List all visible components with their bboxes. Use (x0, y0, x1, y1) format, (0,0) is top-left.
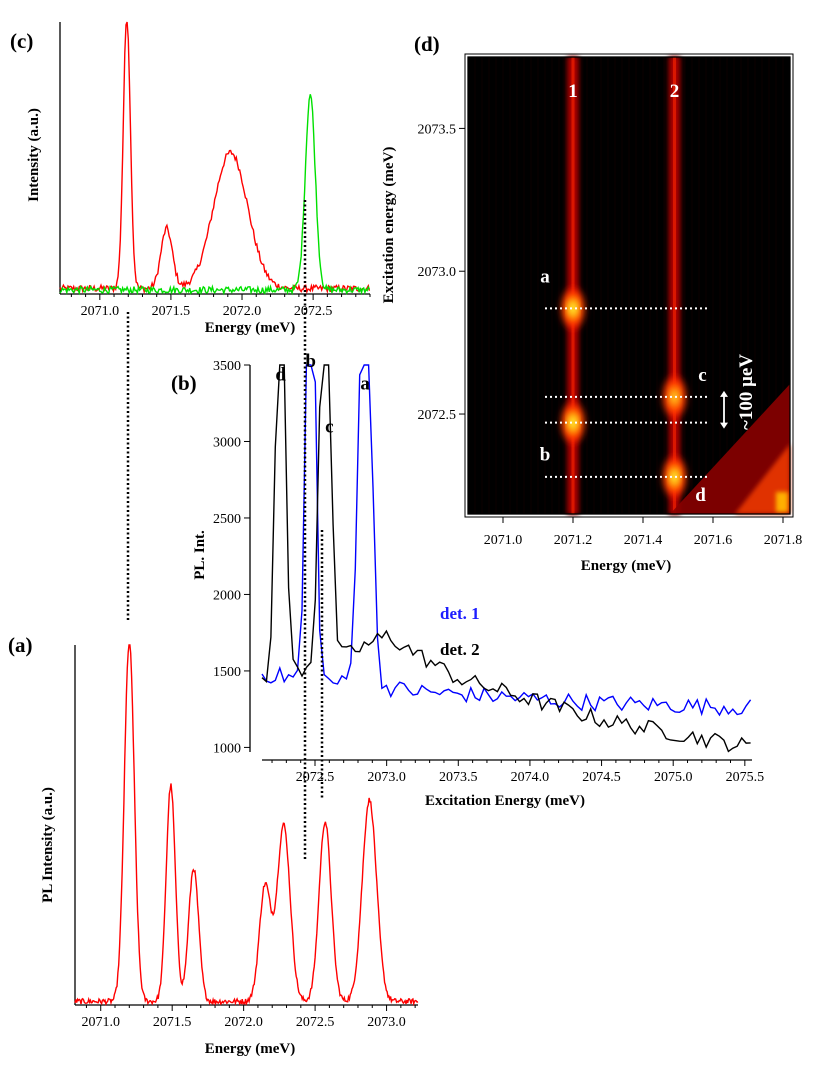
panel-d-outer-frame (464, 53, 794, 518)
panel-c-xtick-label: 2071.5 (152, 304, 191, 319)
panel-b-xlabel: Excitation Energy (meV) (425, 793, 585, 809)
panel-b-peak-label-d: d (275, 365, 286, 386)
panel-d-hotspot-d-core (670, 469, 679, 484)
panel-b-ytick-label: 1500 (213, 665, 241, 680)
panel-d-xtick-label: 2071.2 (554, 533, 593, 548)
legend-det1: det. 1 (440, 604, 480, 623)
panel-b-xtick-label: 2073.0 (367, 770, 406, 785)
panel-d-arrow-head-up (720, 390, 728, 397)
panel-c-xtick-label: 2071.0 (81, 304, 120, 319)
panel-b-xtick-label: 2074.0 (511, 770, 550, 785)
guide-lines (126, 200, 324, 860)
panel-a-xtick-label: 2072.0 (224, 1015, 263, 1030)
panel-b-xtick-label: 2072.5 (296, 770, 335, 785)
panel-d-hotspot-c-core (670, 389, 679, 404)
panel-b-xtick-label: 2074.5 (582, 770, 621, 785)
legend-det2: det. 2 (440, 640, 480, 659)
panel-c-xtick-label: 2072.5 (294, 304, 333, 319)
panel-d-annotation: ~100 μeV (736, 354, 757, 430)
panel-c-series-0-line (59, 21, 371, 295)
panel-b-letter: (b) (171, 371, 197, 395)
panel-a-xtick-label: 2071.0 (81, 1015, 120, 1030)
panel-d-ytick-label: 2072.5 (418, 408, 457, 423)
panel-b-ytick-label: 3500 (213, 359, 241, 374)
panel-d-ytick-label: 2073.5 (418, 122, 457, 137)
panel-d-hotspot-label-a: a (540, 266, 550, 287)
panel-d-hotspot-label-d: d (695, 485, 706, 506)
panel-a-ylabel: PL Intensity (a.u.) (40, 787, 56, 903)
panel-b-xtick-label: 2073.5 (439, 770, 478, 785)
panel-a-chart: PL Intensity (a.u.) Energy (meV) 2071.0 2… (40, 644, 419, 1057)
panel-c-letter: (c) (10, 29, 33, 53)
panel-d-arrow-head-down (720, 422, 728, 429)
panel-d-xtick-label: 2071.0 (484, 533, 523, 548)
panel-d-line-label-2: 2 (670, 81, 680, 102)
panel-c-xtick-label: 2072.0 (223, 304, 262, 319)
panel-c-xlabel: Energy (meV) (205, 320, 295, 336)
panel-d-xlabel: Energy (meV) (581, 558, 671, 574)
panel-d-heatmap: Excitation energy (meV) Energy (meV) 1 2 a… (381, 53, 803, 574)
panel-d-ytick-label: 2073.0 (418, 265, 457, 280)
panel-b-ytick-label: 2500 (213, 512, 241, 527)
panel-d-laser-tail (670, 384, 790, 514)
panel-b-series-1-line (261, 364, 751, 753)
panel-d-hotspot-label-b: b (540, 445, 551, 466)
panel-b-ytick-label: 1000 (213, 741, 241, 756)
panel-a-xlabel: Energy (meV) (205, 1041, 295, 1057)
panel-d-hotspot-a-core (569, 301, 577, 316)
panel-a-xtick-label: 2072.5 (296, 1015, 335, 1030)
panel-d-hotspot-label-c: c (698, 365, 706, 386)
panel-a-series-0-line (74, 644, 419, 1007)
panel-b-xtick-label: 2075.5 (726, 770, 765, 785)
panel-b-ylabel: PL. Int. (192, 530, 208, 580)
panel-d-line-2-core (673, 57, 676, 514)
panel-d-xtick-label: 2071.8 (764, 533, 803, 548)
panel-b-peak-label-b: b (305, 351, 316, 372)
panel-b-series-0-line (261, 364, 752, 717)
panel-d-laser-tail-core (776, 492, 788, 512)
panel-c-chart: Intensity (a.u.) Energy (meV) 2071.0 2071… (26, 21, 371, 336)
panel-b-ytick-label: 3000 (213, 435, 241, 450)
panel-c-series-1-line (59, 94, 371, 296)
panel-d-xtick-label: 2071.6 (694, 533, 733, 548)
panel-b-peak-label-a: a (360, 374, 370, 395)
panel-d-xtick-label: 2071.4 (624, 533, 663, 548)
panel-d-letter: (d) (414, 32, 440, 56)
panel-a-xtick-label: 2073.0 (367, 1015, 406, 1030)
panel-d-frame (467, 56, 791, 515)
panel-b-chart: PL. Int. Excitation Energy (meV) det. 1 … (192, 351, 764, 809)
panel-d-line-1-core (571, 57, 575, 514)
panel-b-peak-label-c: c (325, 417, 333, 438)
panel-a-letter: (a) (8, 633, 33, 657)
panel-c-ylabel: Intensity (a.u.) (26, 108, 42, 202)
panel-d-line-label-1: 1 (568, 81, 578, 102)
panel-d-ylabel: Excitation energy (meV) (381, 147, 397, 304)
panel-d-hotspot-b-core (569, 415, 577, 430)
panel-a-xtick-label: 2071.5 (153, 1015, 192, 1030)
panel-b-ytick-label: 2000 (213, 588, 241, 603)
panel-b-xtick-label: 2075.0 (654, 770, 693, 785)
